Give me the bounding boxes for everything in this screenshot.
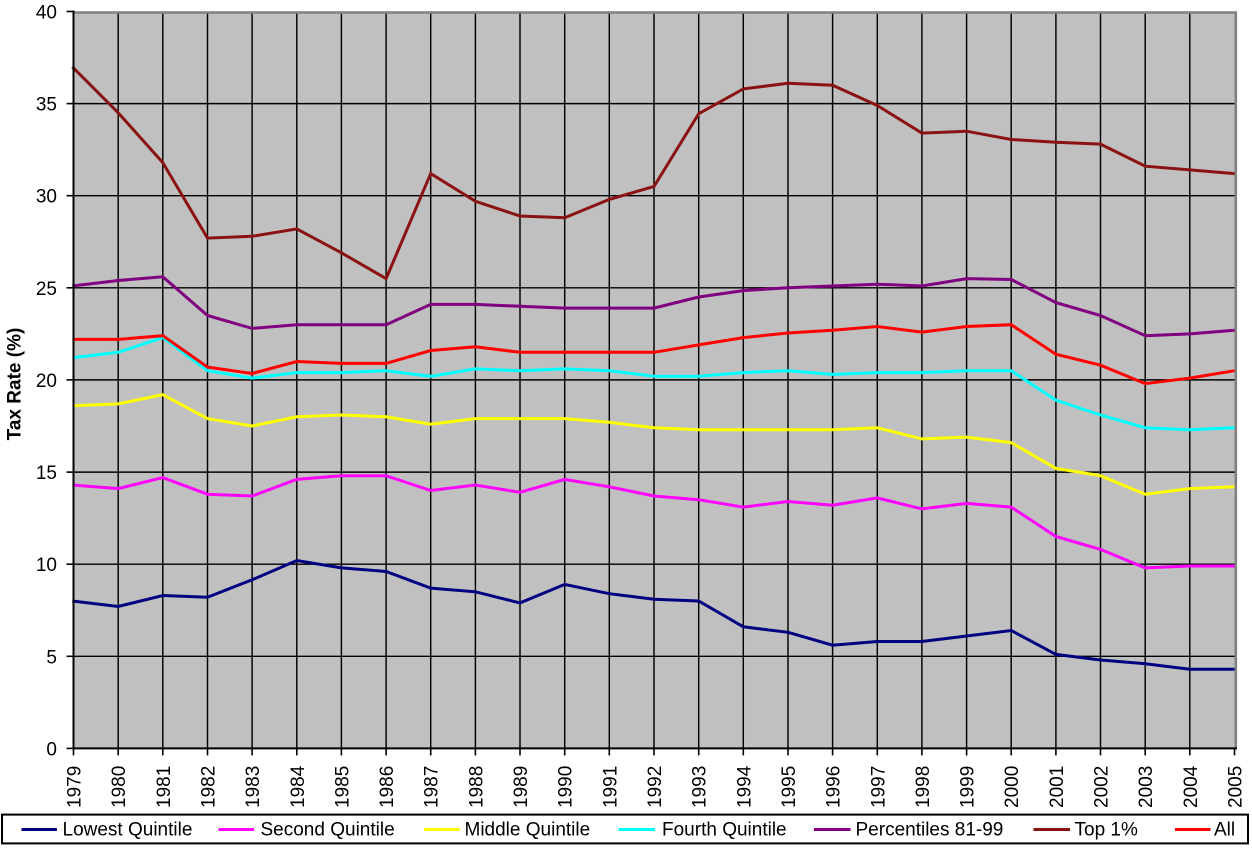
svg-text:1990: 1990 [556,766,577,808]
svg-text:1993: 1993 [690,766,711,808]
svg-text:35: 35 [36,95,57,116]
svg-text:2004: 2004 [1181,765,1202,808]
svg-text:Second Quintile: Second Quintile [261,820,395,841]
svg-text:1988: 1988 [466,766,487,808]
svg-text:1987: 1987 [422,766,443,808]
svg-text:1992: 1992 [645,766,666,808]
svg-text:1996: 1996 [824,766,845,808]
svg-text:Tax Rate (%): Tax Rate (%) [4,328,25,441]
svg-text:1981: 1981 [154,766,175,808]
svg-text:2005: 2005 [1226,766,1247,808]
svg-text:Percentiles 81-99: Percentiles 81-99 [856,820,1004,841]
svg-text:1998: 1998 [913,766,934,808]
svg-text:1989: 1989 [511,766,532,808]
svg-text:25: 25 [36,279,57,300]
svg-text:2001: 2001 [1047,766,1068,808]
svg-text:10: 10 [36,555,57,576]
svg-text:1999: 1999 [958,766,979,808]
svg-text:1995: 1995 [779,766,800,808]
svg-text:0: 0 [46,739,57,760]
svg-text:1984: 1984 [288,765,309,808]
svg-text:30: 30 [36,187,57,208]
svg-text:5: 5 [46,647,57,668]
svg-text:1991: 1991 [600,766,621,808]
svg-text:1980: 1980 [109,766,130,808]
svg-text:15: 15 [36,463,57,484]
svg-text:All: All [1214,820,1235,841]
svg-text:Lowest Quintile: Lowest Quintile [63,820,193,841]
svg-text:1997: 1997 [868,766,889,808]
svg-text:40: 40 [36,3,57,24]
svg-text:1982: 1982 [199,766,220,808]
svg-text:Top 1%: Top 1% [1075,820,1138,841]
svg-text:1985: 1985 [332,766,353,808]
svg-text:2000: 2000 [1002,766,1023,808]
svg-text:1983: 1983 [243,766,264,808]
svg-text:1986: 1986 [377,766,398,808]
svg-text:1979: 1979 [65,766,86,808]
svg-text:2002: 2002 [1092,766,1113,808]
svg-text:2003: 2003 [1136,766,1157,808]
svg-text:20: 20 [36,371,57,392]
svg-text:Middle Quintile: Middle Quintile [465,820,591,841]
svg-text:Fourth Quintile: Fourth Quintile [662,820,787,841]
svg-text:1994: 1994 [734,765,755,808]
